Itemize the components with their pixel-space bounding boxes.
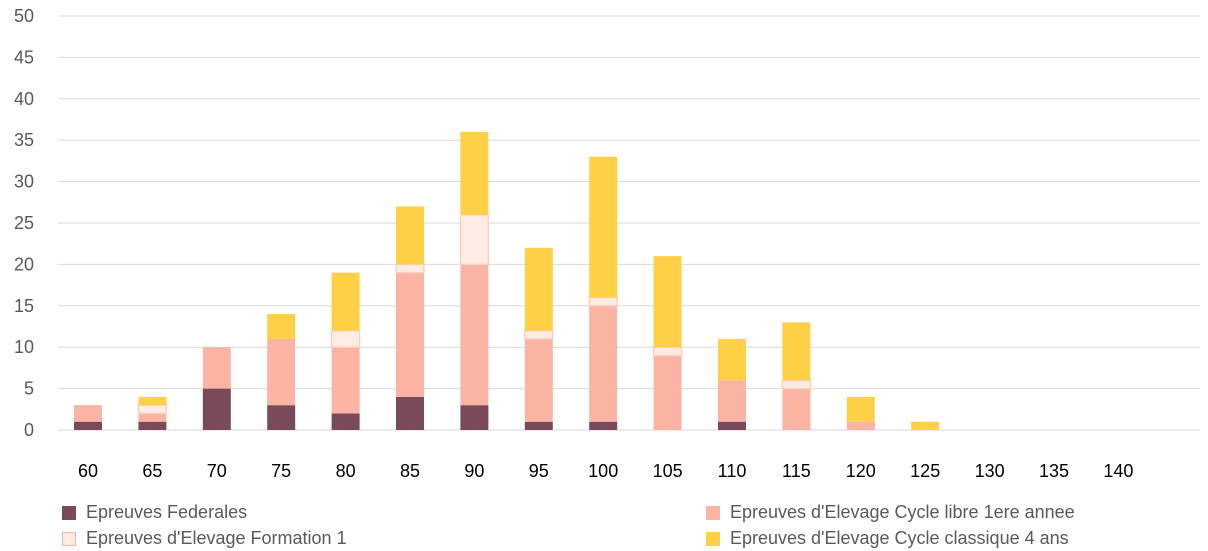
bar-segment-85-series-3 xyxy=(396,206,424,265)
y-tick-label-50: 50 xyxy=(14,6,34,26)
bar-segment-75-series-0 xyxy=(267,405,296,430)
legend-label-cycle-classique: Epreuves d'Elevage Cycle classique 4 ans xyxy=(730,528,1069,548)
legend-swatch-federales xyxy=(62,505,76,520)
bar-segment-120-series-1 xyxy=(846,421,875,430)
bar-segment-75-series-1 xyxy=(267,338,296,406)
legend-label-federales: Epreuves Federales xyxy=(86,502,248,522)
bar-segment-75-series-3 xyxy=(267,314,296,339)
x-tick-label-95: 95 xyxy=(529,461,549,481)
bar-segment-100-series-3 xyxy=(589,156,618,298)
bar-segment-105-series-3 xyxy=(653,256,682,348)
bar-segment-110-series-3 xyxy=(718,338,746,381)
bar-segment-105-series-2 xyxy=(652,346,683,357)
bar-segment-90-series-3 xyxy=(460,131,489,215)
bar-segment-110-series-1 xyxy=(718,380,746,422)
x-tick-label-125: 125 xyxy=(910,461,940,481)
bar-segment-80-series-3 xyxy=(331,272,360,331)
y-tick-label-0: 0 xyxy=(24,420,34,440)
x-tick-label-70: 70 xyxy=(207,461,227,481)
y-tick-label-40: 40 xyxy=(14,89,34,109)
legend-label-cycle-libre: Epreuves d'Elevage Cycle libre 1ere anne… xyxy=(730,502,1075,522)
bar-segment-85-series-2 xyxy=(395,263,425,274)
x-tick-label-110: 110 xyxy=(718,461,747,481)
bar-segment-70-series-0 xyxy=(202,388,231,430)
x-tick-label-65: 65 xyxy=(142,461,162,481)
legend-swatch-cycle-classique xyxy=(706,531,720,546)
bar-segment-115-series-2 xyxy=(781,379,812,390)
bar-segment-115-series-1 xyxy=(782,388,811,430)
bar-segment-105-series-1 xyxy=(653,355,682,430)
y-tick-label-20: 20 xyxy=(14,254,34,274)
bar-segment-85-series-1 xyxy=(396,272,424,397)
bar-segment-80-series-2 xyxy=(330,329,361,348)
x-tick-label-105: 105 xyxy=(653,461,683,481)
bar-segment-60-series-0 xyxy=(74,421,102,430)
legend-item-federales: Epreuves Federales xyxy=(62,502,247,523)
legend-item-cycle-libre: Epreuves d'Elevage Cycle libre 1ere anne… xyxy=(706,502,1075,523)
legend-swatch-cycle-libre xyxy=(706,505,720,520)
bar-segment-100-series-0 xyxy=(589,421,618,430)
legend-swatch-formation-1 xyxy=(62,531,76,546)
x-tick-label-130: 130 xyxy=(975,461,1005,481)
legend-label-formation-1: Epreuves d'Elevage Formation 1 xyxy=(86,528,347,548)
bar-segment-95-series-2 xyxy=(524,329,554,340)
stacked-bar-chart: 0 5 10 15 20 25 30 35 40 45 50 60 65 70 75 80 85 90 95 100 1… xyxy=(14,6,1200,481)
bar-segment-85-series-0 xyxy=(396,396,424,430)
x-tick-label-80: 80 xyxy=(336,461,356,481)
bar-segment-65-series-1 xyxy=(138,413,167,422)
bar-segment-115-series-3 xyxy=(782,322,811,381)
bar-segment-120-series-3 xyxy=(846,396,875,422)
bar-segment-80-series-1 xyxy=(331,347,360,414)
y-tick-label-10: 10 xyxy=(14,337,34,357)
bar-segment-95-series-3 xyxy=(524,247,553,331)
bar-segment-70-series-1 xyxy=(202,347,231,389)
x-tick-label-85: 85 xyxy=(400,461,420,481)
x-tick-label-90: 90 xyxy=(464,461,484,481)
bar-segment-60-series-1 xyxy=(74,405,102,422)
bar-segment-90-series-0 xyxy=(460,405,489,430)
x-tick-label-135: 135 xyxy=(1039,461,1069,481)
y-tick-label-25: 25 xyxy=(14,213,34,233)
bar-segment-110-series-0 xyxy=(718,421,746,430)
bar-segment-125-series-3 xyxy=(911,421,940,430)
x-tick-label-100: 100 xyxy=(588,461,618,481)
bar-segment-90-series-2 xyxy=(459,213,490,266)
y-tick-label-15: 15 xyxy=(14,296,34,316)
bar-segment-65-series-0 xyxy=(138,421,167,430)
bar-segment-65-series-3 xyxy=(138,396,167,406)
bar-segment-80-series-0 xyxy=(331,413,360,430)
x-tick-label-120: 120 xyxy=(846,461,876,481)
y-tick-label-5: 5 xyxy=(24,379,34,399)
x-tick-label-140: 140 xyxy=(1103,461,1133,481)
x-tick-label-115: 115 xyxy=(782,461,811,481)
bar-segment-95-series-1 xyxy=(524,338,553,422)
x-tick-label-75: 75 xyxy=(271,461,291,481)
bar-segment-100-series-1 xyxy=(589,305,618,422)
bar-segment-65-series-2 xyxy=(137,404,168,415)
x-tick-label-60: 60 xyxy=(78,461,98,481)
y-tick-label-30: 30 xyxy=(14,172,34,192)
bar-segment-100-series-2 xyxy=(588,296,618,307)
legend-item-formation-1: Epreuves d'Elevage Formation 1 xyxy=(62,528,347,549)
y-tick-label-35: 35 xyxy=(14,130,34,150)
y-tick-label-45: 45 xyxy=(14,47,34,67)
bar-segment-90-series-1 xyxy=(460,264,489,406)
legend-item-cycle-classique: Epreuves d'Elevage Cycle classique 4 ans xyxy=(706,528,1069,549)
bar-segment-95-series-0 xyxy=(524,421,553,430)
